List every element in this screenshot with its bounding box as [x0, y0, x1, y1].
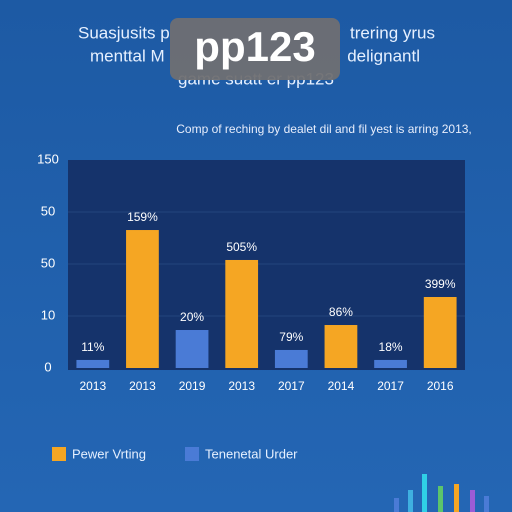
bar-label: 505%	[226, 240, 257, 254]
x-tick-label: 2013	[79, 379, 106, 393]
bar	[126, 230, 159, 368]
y-tick-label: 50	[41, 255, 55, 270]
chart-title: delignantl	[347, 46, 420, 65]
bar	[175, 330, 209, 368]
decor-bar	[408, 490, 413, 512]
decor-bar	[454, 484, 459, 512]
y-tick-label: 50	[41, 203, 55, 218]
legend-label: Tenenetal Urder	[205, 446, 298, 461]
legend-swatch	[185, 447, 199, 461]
bar	[423, 297, 457, 368]
x-tick-label: 2017	[377, 379, 404, 393]
chart-title: Suasjusits p	[78, 23, 170, 42]
x-tick-label: 2013	[129, 379, 156, 393]
legend-label: Pewer Vrting	[72, 446, 146, 461]
bar	[225, 259, 259, 368]
decor-bar	[422, 474, 427, 512]
chart-title: menttal M	[90, 46, 165, 65]
chart-title: trering yrus	[350, 23, 435, 42]
x-tick-label: 2019	[179, 379, 206, 393]
x-tick-label: 2014	[328, 379, 355, 393]
x-tick-label: 2016	[427, 379, 454, 393]
y-tick-label: 0	[44, 359, 51, 374]
bar-label: 20%	[180, 310, 204, 324]
bar-label: 18%	[379, 340, 403, 354]
decor-bar	[394, 498, 399, 512]
decor-bar	[438, 486, 443, 512]
bar-label: 399%	[425, 277, 456, 291]
bar	[76, 359, 110, 368]
decor-bar	[484, 496, 489, 512]
bar	[374, 359, 407, 368]
bar-label: 86%	[329, 305, 353, 319]
bar-label: 11%	[81, 340, 104, 354]
decor-bar	[470, 490, 475, 512]
bar	[324, 325, 358, 368]
y-tick-label: 10	[41, 307, 55, 322]
chart-subtitle: Comp of reching by dealet dil and fil ye…	[176, 122, 472, 136]
x-tick-label: 2013	[228, 379, 255, 393]
x-tick-label: 2017	[278, 379, 305, 393]
bar-label: 79%	[279, 330, 303, 344]
legend-swatch	[52, 447, 66, 461]
decoration	[394, 474, 489, 512]
watermark-box	[170, 18, 340, 80]
y-tick-label: 150	[37, 151, 59, 166]
bar	[274, 349, 308, 368]
watermark: pp123	[194, 23, 315, 70]
bar-label: 159%	[127, 210, 158, 224]
